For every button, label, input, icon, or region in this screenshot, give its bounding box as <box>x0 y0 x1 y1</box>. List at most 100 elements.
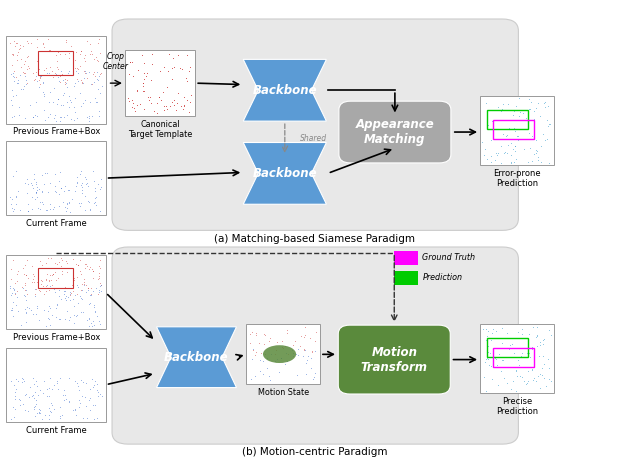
Point <box>89 303 99 311</box>
Point <box>52 377 63 384</box>
Point <box>13 307 23 314</box>
Point <box>127 104 137 111</box>
Point <box>29 406 39 413</box>
Point <box>85 299 95 307</box>
Point <box>53 385 63 393</box>
Point <box>77 183 87 191</box>
Point <box>17 68 28 76</box>
Point <box>282 357 292 365</box>
Point <box>65 313 76 321</box>
Point <box>76 256 86 264</box>
Point <box>43 307 53 314</box>
Point <box>13 188 24 195</box>
Point <box>477 138 487 146</box>
Point <box>90 322 100 329</box>
Point <box>30 389 40 396</box>
Point <box>13 111 24 119</box>
Point <box>483 355 493 362</box>
Point <box>79 280 90 287</box>
Point <box>533 156 543 164</box>
Point <box>81 180 92 188</box>
Point <box>6 304 17 312</box>
Point <box>506 159 516 166</box>
Point <box>26 181 36 189</box>
Point <box>49 187 60 195</box>
Point <box>527 135 537 142</box>
Bar <box>38 50 73 75</box>
Point <box>76 286 86 294</box>
Point <box>70 65 81 72</box>
Point <box>496 142 506 150</box>
Point <box>8 312 18 320</box>
Point <box>173 51 183 58</box>
Point <box>5 193 15 200</box>
Point <box>538 341 548 348</box>
Point <box>94 286 104 294</box>
Point <box>20 282 30 289</box>
Point <box>544 120 554 127</box>
Point <box>20 76 31 84</box>
Point <box>23 52 33 60</box>
Point <box>19 406 29 414</box>
Point <box>84 315 95 323</box>
Point <box>511 368 521 375</box>
Point <box>308 375 318 383</box>
Point <box>152 109 163 117</box>
Point <box>12 56 22 64</box>
Point <box>31 36 42 43</box>
Point <box>31 400 41 408</box>
Point <box>69 116 79 124</box>
Point <box>36 188 47 196</box>
Point <box>12 294 22 301</box>
Point <box>33 57 43 64</box>
Point <box>15 72 26 79</box>
Point <box>487 376 497 383</box>
Point <box>61 79 72 87</box>
Point <box>92 98 102 105</box>
Point <box>70 260 81 268</box>
Point <box>19 291 29 299</box>
Point <box>492 361 502 369</box>
Point <box>63 103 74 111</box>
Point <box>250 372 260 380</box>
Point <box>9 413 19 420</box>
Point <box>246 375 256 382</box>
Point <box>31 409 42 417</box>
Point <box>162 83 172 91</box>
Point <box>543 160 554 167</box>
Point <box>497 105 507 113</box>
Point <box>67 289 77 296</box>
Point <box>20 80 31 87</box>
Point <box>68 406 78 414</box>
Point <box>79 282 89 289</box>
Point <box>86 284 97 292</box>
Point <box>89 78 99 86</box>
Point <box>57 256 67 264</box>
Point <box>132 87 142 95</box>
Point <box>65 296 75 304</box>
Point <box>46 399 56 407</box>
Point <box>96 282 106 289</box>
Point <box>540 98 550 105</box>
Point <box>516 349 527 357</box>
Point <box>95 90 106 97</box>
Point <box>127 72 138 79</box>
Point <box>8 299 18 306</box>
Point <box>509 158 519 166</box>
Point <box>6 96 16 104</box>
Point <box>87 112 97 120</box>
Point <box>5 283 15 290</box>
Point <box>93 276 103 283</box>
Point <box>481 387 492 395</box>
Point <box>536 159 546 166</box>
Point <box>535 370 545 378</box>
Point <box>532 153 543 161</box>
Bar <box>38 267 73 288</box>
Point <box>51 313 61 321</box>
Point <box>539 336 549 343</box>
Point <box>179 93 189 100</box>
Point <box>94 288 104 295</box>
Point <box>74 199 84 207</box>
Point <box>535 113 545 120</box>
Point <box>91 193 101 201</box>
